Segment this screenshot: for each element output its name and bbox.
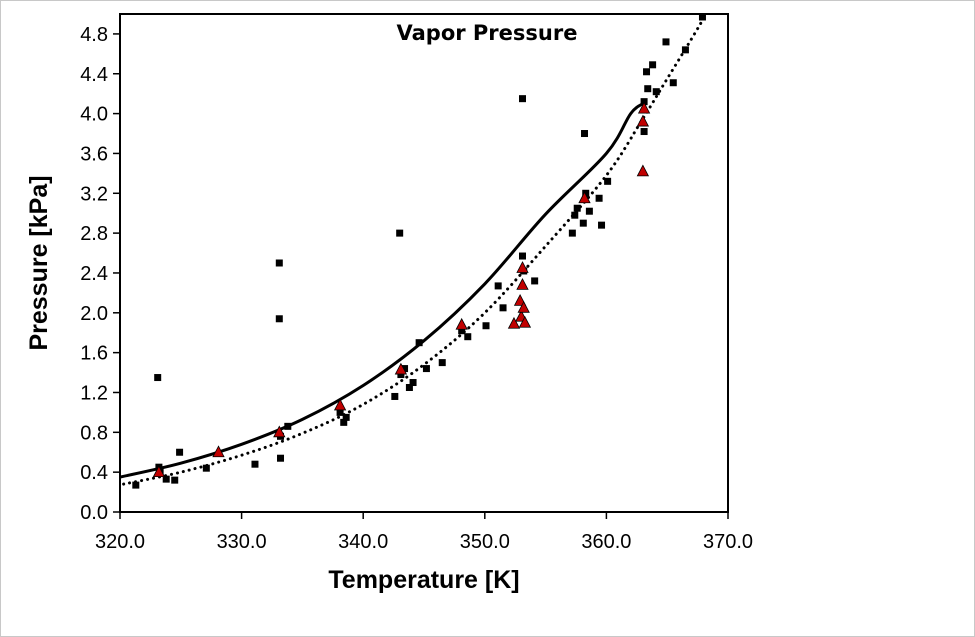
square-point (405, 384, 413, 391)
dotted-fit-line (122, 12, 708, 486)
square-point (582, 189, 590, 197)
square-point (422, 365, 430, 373)
square-point (649, 61, 657, 69)
square-point (598, 221, 606, 229)
x-tick-label: 370.0 (703, 531, 753, 553)
x-tick-label: 330.0 (217, 531, 267, 553)
square-point (518, 95, 526, 103)
square-point (162, 475, 170, 483)
square-point (518, 252, 526, 260)
y-tick-label: 0.0 (80, 502, 108, 524)
y-axis-title: Pressure [kPa] (25, 175, 53, 350)
square-point (275, 259, 283, 267)
square-point (415, 339, 423, 347)
triangle-point (333, 398, 347, 411)
triangle-point (636, 114, 650, 127)
y-tick-label: 1.6 (80, 343, 108, 365)
square-point (464, 333, 472, 341)
square-point (396, 229, 404, 237)
chart-title: Vapor Pressure (397, 21, 578, 45)
plot-area (119, 13, 729, 513)
square-point (531, 277, 539, 285)
square-point (342, 413, 350, 421)
square-point (284, 422, 292, 430)
triangle-point (152, 465, 166, 478)
square-point (662, 38, 670, 46)
square-point (171, 476, 179, 484)
square-point (640, 98, 648, 106)
square-point (409, 379, 417, 387)
y-tick-label: 2.0 (80, 303, 108, 325)
square-point (581, 130, 589, 138)
y-tick-label: 4.4 (80, 64, 108, 86)
square-point (644, 85, 652, 93)
square-point (401, 365, 409, 373)
square-point (438, 359, 446, 367)
triangle-point (455, 317, 468, 330)
y-tick-label: 3.2 (80, 183, 108, 205)
square-point (132, 481, 140, 489)
square-point (154, 374, 162, 382)
y-tick-label: 0.4 (80, 462, 108, 484)
x-axis-title: Temperature [K] (328, 566, 519, 594)
triangle-point (212, 445, 225, 458)
square-point (176, 448, 184, 456)
y-tick-label: 2.4 (80, 263, 108, 285)
square-point (681, 46, 689, 54)
square-point (698, 13, 706, 21)
square-point (571, 211, 579, 219)
y-tick-label: 1.2 (80, 382, 108, 404)
square-point (573, 204, 581, 212)
square-point (494, 282, 502, 290)
square-point (277, 454, 285, 462)
solid-fit-line (119, 102, 644, 479)
square-point (340, 418, 348, 426)
y-tick-label: 4.0 (80, 104, 108, 126)
triangle-point (636, 164, 650, 177)
triangle-point (507, 316, 521, 329)
triangle-point (273, 425, 286, 438)
triangle-point (578, 191, 591, 204)
square-point (640, 128, 648, 136)
square-point (391, 392, 399, 400)
y-tick-label: 4.8 (80, 24, 108, 46)
data-points (132, 13, 706, 489)
y-axis: 0.0 0.4 0.8 1.2 1.6 2.0 2.4 2.8 3.2 3.6 4.0 4.4 4.8 (80, 24, 120, 524)
square-point (643, 68, 651, 76)
x-tick-label: 360.0 (581, 531, 631, 553)
square-point (482, 322, 490, 330)
triangle-point (518, 315, 532, 328)
square-point (251, 460, 259, 468)
fit-lines (119, 12, 708, 486)
square-point (604, 177, 612, 185)
triangle-point (517, 300, 530, 313)
triangle-point (637, 101, 651, 114)
y-tick-label: 3.6 (80, 143, 108, 165)
square-point (336, 408, 344, 416)
square-point (652, 88, 660, 96)
square-point (579, 219, 587, 227)
y-tick-label: 0.8 (80, 422, 108, 444)
triangle-point (516, 261, 529, 273)
square-point (202, 464, 210, 472)
x-tick-label: 350.0 (460, 531, 510, 553)
square-point (458, 327, 466, 335)
square-point (595, 194, 603, 202)
square-point (499, 304, 507, 312)
square-point (275, 315, 283, 323)
triangle-point (394, 362, 408, 375)
x-tick-label: 340.0 (338, 531, 388, 553)
triangle-point (516, 278, 529, 290)
square-point (585, 207, 593, 215)
square-point (397, 371, 405, 379)
square-point (568, 229, 576, 237)
square-point (669, 79, 677, 87)
x-axis: 320.0 330.0 340.0 350.0 360.0 370.0 (95, 512, 753, 553)
x-tick-label: 320.0 (95, 531, 145, 553)
y-tick-label: 2.8 (80, 223, 108, 245)
